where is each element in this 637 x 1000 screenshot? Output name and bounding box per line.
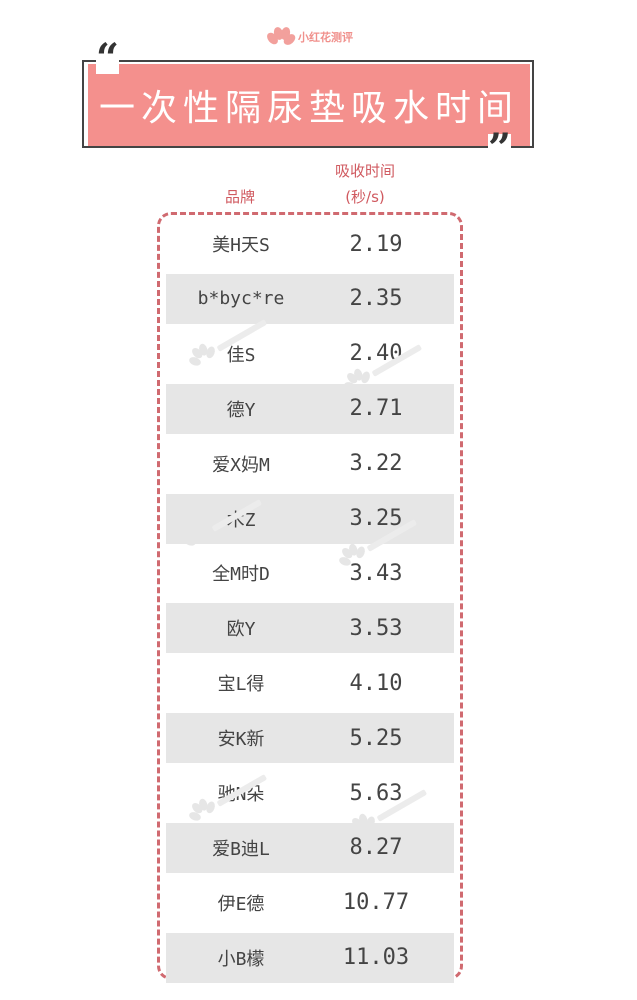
table-row: 驰N朵 5.63 [166, 768, 454, 818]
time-cell: 3.43 [349, 560, 403, 586]
table-row: 安K新 5.25 [166, 713, 454, 764]
logo-text: 小红花测评 [298, 31, 353, 44]
brand-cell: 伊E德 [217, 893, 265, 915]
time-cell: 3.22 [349, 451, 403, 477]
table-row: 伊E德 10.77 [166, 878, 454, 928]
time-cell: 11.03 [342, 945, 410, 971]
brand-cell: 爱B迪L [212, 838, 270, 860]
brand-cell: 宝L得 [217, 674, 265, 696]
brand-cell: 小B檬 [217, 948, 265, 970]
brand-cell: 欧Y [226, 619, 256, 641]
time-cell: 5.25 [349, 725, 403, 751]
table-row: 欧Y 3.53 [166, 603, 454, 654]
table-row: 木Z 3.25 [166, 493, 454, 544]
brand-cell: 德Y [226, 399, 256, 421]
header-time-line1: 吸收时间 [334, 162, 395, 180]
brand-cell: 美H天S [212, 235, 270, 256]
brand-cell: 佳S [226, 344, 256, 366]
time-cell: 3.25 [349, 506, 403, 531]
time-cell: 5.63 [349, 780, 403, 806]
time-cell: 3.53 [349, 615, 403, 641]
brand-cell: 全M时D [212, 564, 270, 586]
header-time-line2: (秒/s) [345, 188, 385, 206]
time-cell: 2.35 [349, 286, 403, 312]
time-cell: 2.19 [349, 231, 403, 257]
table-row: 全M时D 3.43 [166, 548, 454, 598]
brand-cell: b*byc*re [197, 288, 285, 310]
table-row: b*byc*re 2.35 [166, 273, 454, 324]
page-title: 一次性隔尿垫吸水时间 [88, 64, 530, 146]
time-cell: 10.77 [342, 890, 410, 916]
brand-cell: 安K新 [217, 729, 265, 751]
table-row: 爱X妈M 3.22 [166, 439, 454, 489]
table-row: 小B檬 11.03 [166, 932, 454, 983]
table-row: 爱B迪L 8.27 [166, 822, 454, 873]
header-brand: 品牌 [224, 188, 255, 206]
close-quote-icon: ” [488, 125, 512, 172]
table-row: 美H天S 2.19 [166, 219, 454, 269]
open-quote-icon: “ [96, 35, 120, 82]
title-frame [82, 60, 534, 148]
brand-cell: 驰N朵 [217, 784, 265, 805]
time-cell: 4.10 [349, 670, 403, 696]
flower-icon [264, 26, 298, 48]
time-cell: 2.40 [349, 341, 403, 367]
brand-cell: 爱X妈M [212, 454, 270, 476]
brand-cell: 木Z [226, 509, 256, 531]
table-row: 德Y 2.71 [166, 383, 454, 434]
time-cell: 8.27 [349, 835, 403, 861]
logo: 小红花测评 [264, 26, 353, 48]
table-row: 宝L得 4.10 [166, 658, 454, 708]
time-cell: 2.71 [349, 396, 403, 422]
table-row: 佳S 2.40 [166, 329, 454, 379]
data-table: 美H天S 2.19 b*byc*re 2.35 佳S 2.40 德Y 2.71 爱X妈M 3.22… [157, 212, 463, 983]
